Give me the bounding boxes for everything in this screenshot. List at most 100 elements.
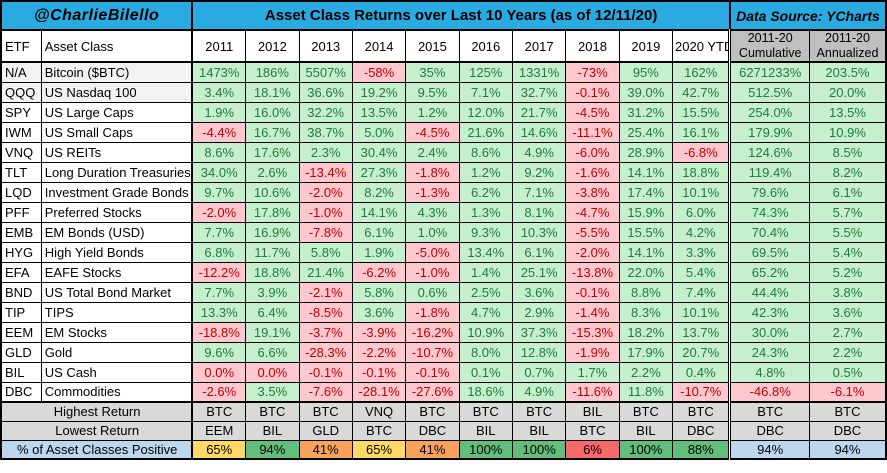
return-cell: 5.2% xyxy=(808,261,887,283)
return-cell: -0.1% xyxy=(298,361,353,383)
return-cell: 14.1% xyxy=(351,201,407,223)
return-cell: 36.6% xyxy=(298,81,353,103)
table-row: SPY US Large Caps 1.9% 16.0% 32.2% 13.5% 1.2% 1… xyxy=(0,101,887,123)
return-cell: 18.6% xyxy=(458,381,513,403)
return-cell: 8.2% xyxy=(351,181,407,203)
return-cell: -4.4% xyxy=(191,121,247,143)
return-cell: 125% xyxy=(458,61,513,83)
return-cell: 8.2% xyxy=(808,161,887,183)
summary-value-cell: BTC xyxy=(245,401,300,422)
return-cell: -18.8% xyxy=(191,321,247,343)
return-cell: 8.8% xyxy=(618,281,674,303)
table-row: EFA EAFE Stocks -12.2% 18.8% 21.4% -6.2% -1.0%… xyxy=(0,261,887,283)
percent-positive-cell: 6% xyxy=(565,439,620,460)
column-header-2013: 2013 xyxy=(298,29,353,63)
return-cell: 10.1% xyxy=(672,301,731,323)
return-cell: 9.7% xyxy=(191,181,247,203)
return-cell: 16.7% xyxy=(245,121,300,143)
summary-value-cell: BTC xyxy=(618,401,674,422)
return-cell: 15.9% xyxy=(618,201,674,223)
etf-cell: EMB xyxy=(0,221,42,243)
summary-value-cell: BTC xyxy=(191,401,247,422)
return-cell: 6.4% xyxy=(245,301,300,323)
return-cell: 6.1% xyxy=(511,241,567,263)
return-cell: 18.8% xyxy=(672,161,731,183)
return-cell: 4.7% xyxy=(458,301,513,323)
return-cell: -1.0% xyxy=(405,261,460,283)
percent-positive-cell: 65% xyxy=(351,439,407,460)
return-cell: 10.1% xyxy=(672,181,731,203)
table-row: TLT Long Duration Treasuries 34.0% 2.6% -13.… xyxy=(0,161,887,183)
return-cell: -5.5% xyxy=(565,221,620,243)
return-cell: 42.7% xyxy=(672,81,731,103)
return-cell: 1.2% xyxy=(458,161,513,183)
return-cell: 3.3% xyxy=(672,241,731,263)
asset-class-cell: US Large Caps xyxy=(40,101,194,123)
etf-cell: PFF xyxy=(0,201,42,223)
return-cell: 6.1% xyxy=(351,221,407,243)
column-header-2020-ytd: 2020 YTD xyxy=(672,29,731,63)
percent-positive-cell: 94% xyxy=(728,439,810,460)
return-cell: -0.1% xyxy=(565,81,620,103)
return-cell: -2.1% xyxy=(298,281,353,303)
summary-value-cell: BIL xyxy=(458,420,513,441)
return-cell: -2.0% xyxy=(298,181,353,203)
column-header-2011-20-cumulative: 2011-20 Cumulative xyxy=(728,29,810,63)
percent-positive-cell: 94% xyxy=(808,439,887,460)
return-cell: 8.3% xyxy=(618,301,674,323)
return-cell: 7.7% xyxy=(191,221,247,243)
column-header-2014: 2014 xyxy=(351,29,407,63)
return-cell: 5.0% xyxy=(351,121,407,143)
etf-cell: HYG xyxy=(0,241,42,263)
return-cell: 74.3% xyxy=(728,201,810,223)
summary-value-cell: BTC xyxy=(298,401,353,422)
column-header-2015: 2015 xyxy=(405,29,460,63)
return-cell: 1.9% xyxy=(191,101,247,123)
summary-value-cell: GLD xyxy=(298,420,353,441)
return-cell: 5.8% xyxy=(298,241,353,263)
return-cell: -1.3% xyxy=(405,181,460,203)
etf-cell: BND xyxy=(0,281,42,303)
asset-returns-table: @CharlieBilello Asset Class Returns over… xyxy=(0,0,887,460)
return-cell: 12.8% xyxy=(511,341,567,363)
return-cell: 3.9% xyxy=(245,281,300,303)
return-cell: 9.6% xyxy=(191,341,247,363)
return-cell: 1.4% xyxy=(458,261,513,283)
percent-positive-row: % of Asset Classes Positive 65% 94% 41% 65% 4… xyxy=(0,439,887,460)
summary-value-cell: BIL xyxy=(565,401,620,422)
return-cell: -28.1% xyxy=(351,381,407,403)
return-cell: 14.1% xyxy=(618,161,674,183)
return-cell: 10.3% xyxy=(511,221,567,243)
return-cell: 1473% xyxy=(191,61,247,83)
percent-positive-cell: 41% xyxy=(405,439,460,460)
column-header-2018: 2018 xyxy=(565,29,620,63)
summary-value-cell: BTC xyxy=(808,401,887,422)
percent-positive-cell: 100% xyxy=(618,439,674,460)
return-cell: 5.4% xyxy=(808,241,887,263)
return-cell: -6.8% xyxy=(672,141,731,163)
page-title: Asset Class Returns over Last 10 Years (… xyxy=(191,0,731,31)
etf-cell: VNQ xyxy=(0,141,42,163)
return-cell: 2.6% xyxy=(245,161,300,183)
return-cell: 10.9% xyxy=(808,121,887,143)
return-cell: -13.4% xyxy=(298,161,353,183)
summary-value-cell: BIL xyxy=(245,420,300,441)
summary-value-cell: BTC xyxy=(565,420,620,441)
return-cell: 1.0% xyxy=(405,221,460,243)
return-cell: 13.4% xyxy=(458,241,513,263)
return-cell: 13.7% xyxy=(672,321,731,343)
return-cell: 254.0% xyxy=(728,101,810,123)
return-cell: 21.7% xyxy=(511,101,567,123)
return-cell: 4.9% xyxy=(511,141,567,163)
return-cell: -6.2% xyxy=(351,261,407,283)
return-cell: -2.2% xyxy=(351,341,407,363)
return-cell: -2.0% xyxy=(565,241,620,263)
etf-cell: DBC xyxy=(0,381,42,403)
return-cell: -2.0% xyxy=(191,201,247,223)
asset-class-cell: EAFE Stocks xyxy=(40,261,194,283)
summary-value-cell: BTC xyxy=(458,401,513,422)
table-row: IWM US Small Caps -4.4% 16.7% 38.7% 5.0% -4.5%… xyxy=(0,121,887,143)
return-cell: 69.5% xyxy=(728,241,810,263)
return-cell: 32.2% xyxy=(298,101,353,123)
return-cell: 19.1% xyxy=(245,321,300,343)
